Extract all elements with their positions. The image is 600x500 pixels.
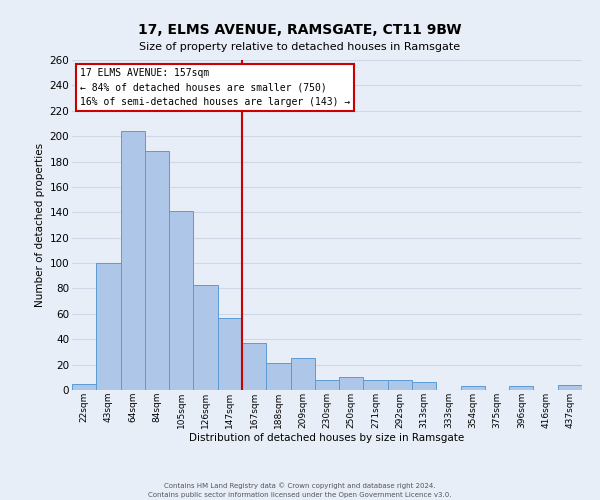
- Bar: [72, 384, 96, 390]
- Text: Size of property relative to detached houses in Ramsgate: Size of property relative to detached ho…: [139, 42, 461, 52]
- Bar: [242, 343, 266, 390]
- Bar: [193, 284, 218, 390]
- Bar: [412, 382, 436, 390]
- Bar: [290, 358, 315, 390]
- Bar: [169, 211, 193, 390]
- Y-axis label: Number of detached properties: Number of detached properties: [35, 143, 46, 307]
- Text: Contains HM Land Registry data © Crown copyright and database right 2024.
Contai: Contains HM Land Registry data © Crown c…: [148, 482, 452, 498]
- Text: 17 ELMS AVENUE: 157sqm
← 84% of detached houses are smaller (750)
16% of semi-de: 17 ELMS AVENUE: 157sqm ← 84% of detached…: [80, 68, 350, 107]
- Bar: [364, 380, 388, 390]
- Bar: [96, 263, 121, 390]
- Bar: [509, 386, 533, 390]
- Bar: [461, 386, 485, 390]
- X-axis label: Distribution of detached houses by size in Ramsgate: Distribution of detached houses by size …: [190, 434, 464, 444]
- Bar: [266, 364, 290, 390]
- Bar: [558, 385, 582, 390]
- Bar: [121, 131, 145, 390]
- Text: 17, ELMS AVENUE, RAMSGATE, CT11 9BW: 17, ELMS AVENUE, RAMSGATE, CT11 9BW: [138, 22, 462, 36]
- Bar: [315, 380, 339, 390]
- Bar: [339, 378, 364, 390]
- Bar: [388, 380, 412, 390]
- Bar: [145, 152, 169, 390]
- Bar: [218, 318, 242, 390]
